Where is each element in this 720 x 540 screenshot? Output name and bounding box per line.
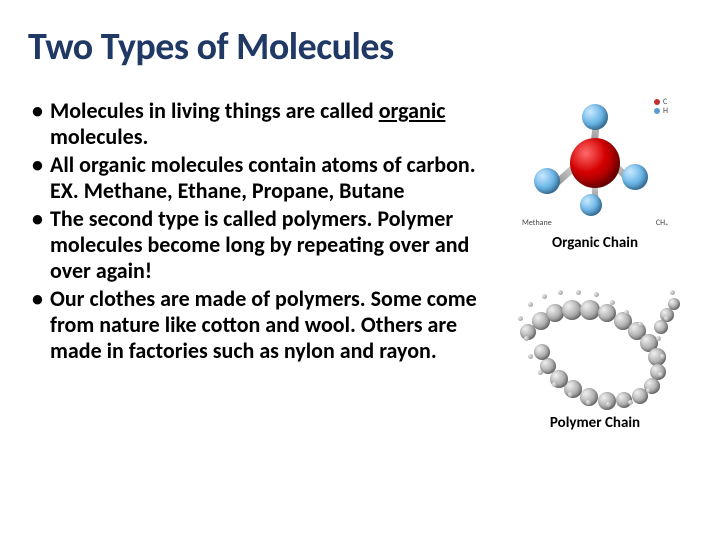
bullet-item: Our clothes are made of polymers. Some c…	[28, 286, 490, 364]
polymer-atom	[654, 320, 668, 334]
legend-text: H	[663, 107, 668, 116]
polymer-hydrogen	[624, 310, 629, 315]
slide: Two Types of Molecules Molecules in livi…	[0, 0, 720, 540]
polymer-hydrogen	[660, 354, 665, 359]
image-column: C H Methane CH₄ Organic Chain Polymer Ch…	[498, 98, 692, 516]
polymer-hydrogen	[586, 400, 591, 405]
polymer-hydrogen	[528, 302, 533, 307]
methane-legend: C H	[654, 98, 668, 116]
hydrogen-atom	[534, 168, 560, 194]
text-column: Molecules in living things are called or…	[28, 98, 498, 516]
polymer-hydrogen	[528, 354, 533, 359]
polymer-hydrogen	[576, 290, 581, 295]
polymer-hydrogen	[646, 388, 651, 393]
polymer-hydrogen	[524, 336, 529, 341]
polymer-hydrogen	[670, 290, 675, 295]
polymer-hydrogen	[628, 400, 633, 405]
polymer-atom	[534, 344, 550, 360]
bullet-text: All organic molecules contain atoms of c…	[50, 151, 476, 204]
methane-label-left: Methane	[522, 218, 552, 228]
bullet-underline: organic	[379, 97, 446, 124]
polymer-hydrogen	[638, 322, 643, 327]
polymer-hydrogen	[558, 290, 563, 295]
polymer-hydrogen	[664, 316, 669, 321]
bullet-item: Molecules in living things are called or…	[28, 98, 490, 150]
bullet-text: molecules.	[50, 123, 148, 150]
polymer-hydrogen	[542, 294, 547, 299]
polymer-atom	[580, 300, 600, 320]
polymer-caption: Polymer Chain	[550, 414, 640, 432]
bullet-item: All organic molecules contain atoms of c…	[28, 152, 490, 204]
methane-diagram: C H Methane CH₄	[520, 98, 670, 228]
bullet-list: Molecules in living things are called or…	[28, 98, 490, 364]
methane-caption: Organic Chain	[552, 234, 638, 252]
bullet-text: The second type is called polymers. Poly…	[50, 205, 469, 284]
bullet-text: Our clothes are made of polymers. Some c…	[50, 285, 477, 364]
legend-dot-hydrogen	[654, 108, 660, 114]
polymer-hydrogen	[538, 370, 543, 375]
hydrogen-atom	[582, 104, 608, 130]
polymer-hydrogen	[610, 300, 615, 305]
legend-dot-carbon	[654, 99, 660, 105]
polymer-atom	[562, 300, 582, 320]
polymer-hydrogen	[606, 402, 611, 407]
polymer-hydrogen	[594, 292, 599, 297]
hydrogen-atom	[622, 164, 648, 190]
methane-label-right: CH₄	[656, 218, 668, 228]
polymer-atom	[598, 392, 616, 410]
slide-title: Two Types of Molecules	[28, 24, 692, 70]
bullet-text: Molecules in living things are called	[50, 97, 379, 124]
polymer-atom	[668, 298, 680, 310]
polymer-diagram	[510, 288, 680, 408]
polymer-hydrogen	[518, 316, 523, 321]
content-row: Molecules in living things are called or…	[28, 98, 692, 516]
carbon-atom	[570, 138, 620, 188]
polymer-hydrogen	[658, 372, 663, 377]
polymer-hydrogen	[656, 336, 661, 341]
bullet-item: The second type is called polymers. Poly…	[28, 206, 490, 284]
polymer-hydrogen	[568, 392, 573, 397]
polymer-hydrogen	[552, 382, 557, 387]
hydrogen-atom	[580, 194, 602, 216]
